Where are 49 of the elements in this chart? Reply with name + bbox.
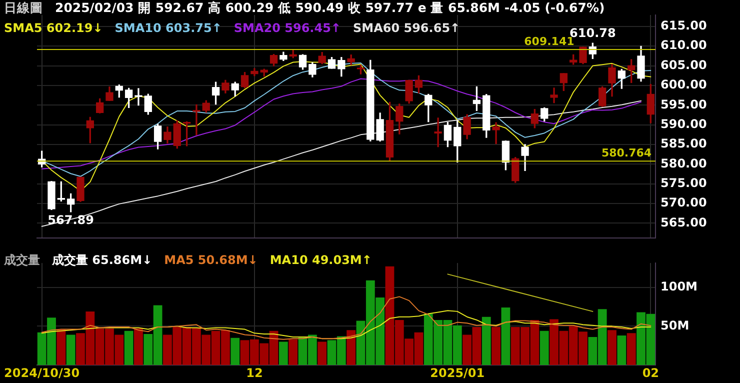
y-tick-label: 615.00 (660, 18, 707, 33)
chart-title: 日線圖 (4, 0, 43, 15)
bar (501, 308, 510, 365)
bar (278, 342, 288, 365)
y-tick-label: 565.00 (660, 215, 707, 230)
bar (608, 330, 616, 365)
y-tick-label: 590.00 (660, 116, 707, 131)
bar (492, 326, 500, 365)
bar (482, 316, 491, 365)
candlestick (434, 118, 442, 148)
y-tick-label: 50M (660, 318, 690, 332)
candlestick (492, 122, 500, 144)
bar (346, 330, 356, 365)
text: SMA5 602.19↓ (4, 21, 103, 35)
y-tick-label: 100M (660, 280, 698, 294)
bar (230, 338, 240, 365)
x-tick-label: 2025/01 (430, 366, 485, 380)
x-tick-label: 2024/10/30 (4, 366, 80, 380)
bar (617, 336, 626, 365)
x-tick-label: 12 (246, 366, 263, 380)
bar (134, 328, 143, 365)
ref-line-label: 580.764 (601, 146, 652, 160)
candlestick (550, 88, 558, 104)
y-tick-label: 605.00 (660, 58, 707, 72)
text: MA5 50.68M↓ (164, 253, 258, 267)
bar (626, 333, 636, 365)
bar (318, 342, 327, 365)
text: SMA60 596.65↑ (352, 21, 460, 35)
bar (124, 330, 134, 365)
candlestick (134, 88, 142, 106)
bar (56, 329, 66, 365)
text: MA10 49.03M↑ (270, 253, 372, 267)
bar (66, 334, 76, 365)
annotation: 成交量 65.86M↓ (52, 253, 152, 267)
chart-subtitle: 2025/02/03 開 592.67 高 600.29 低 590.49 收 597.77 e 量 65.86M -4.05 (-0.67%) (55, 0, 605, 15)
y-tick-label: 600.00 (660, 78, 707, 92)
x-tick-label: 02 (642, 366, 660, 380)
y-tick-label: 580.00 (660, 156, 707, 170)
y-tick-label: 585.00 (660, 136, 707, 151)
y-tick-label: 610.00 (660, 38, 707, 52)
candlestick (192, 104, 200, 136)
y-tick-label: 575.00 (660, 176, 707, 190)
bar (540, 330, 549, 365)
bar (288, 339, 298, 365)
text: SMA10 603.75↑ (114, 21, 222, 35)
text: SMA20 596.45↑ (234, 21, 341, 35)
y-axis-title: 成交量 (4, 253, 40, 267)
y-tick-label: 595.00 (660, 97, 707, 112)
y-tick-label: 570.00 (660, 196, 707, 210)
